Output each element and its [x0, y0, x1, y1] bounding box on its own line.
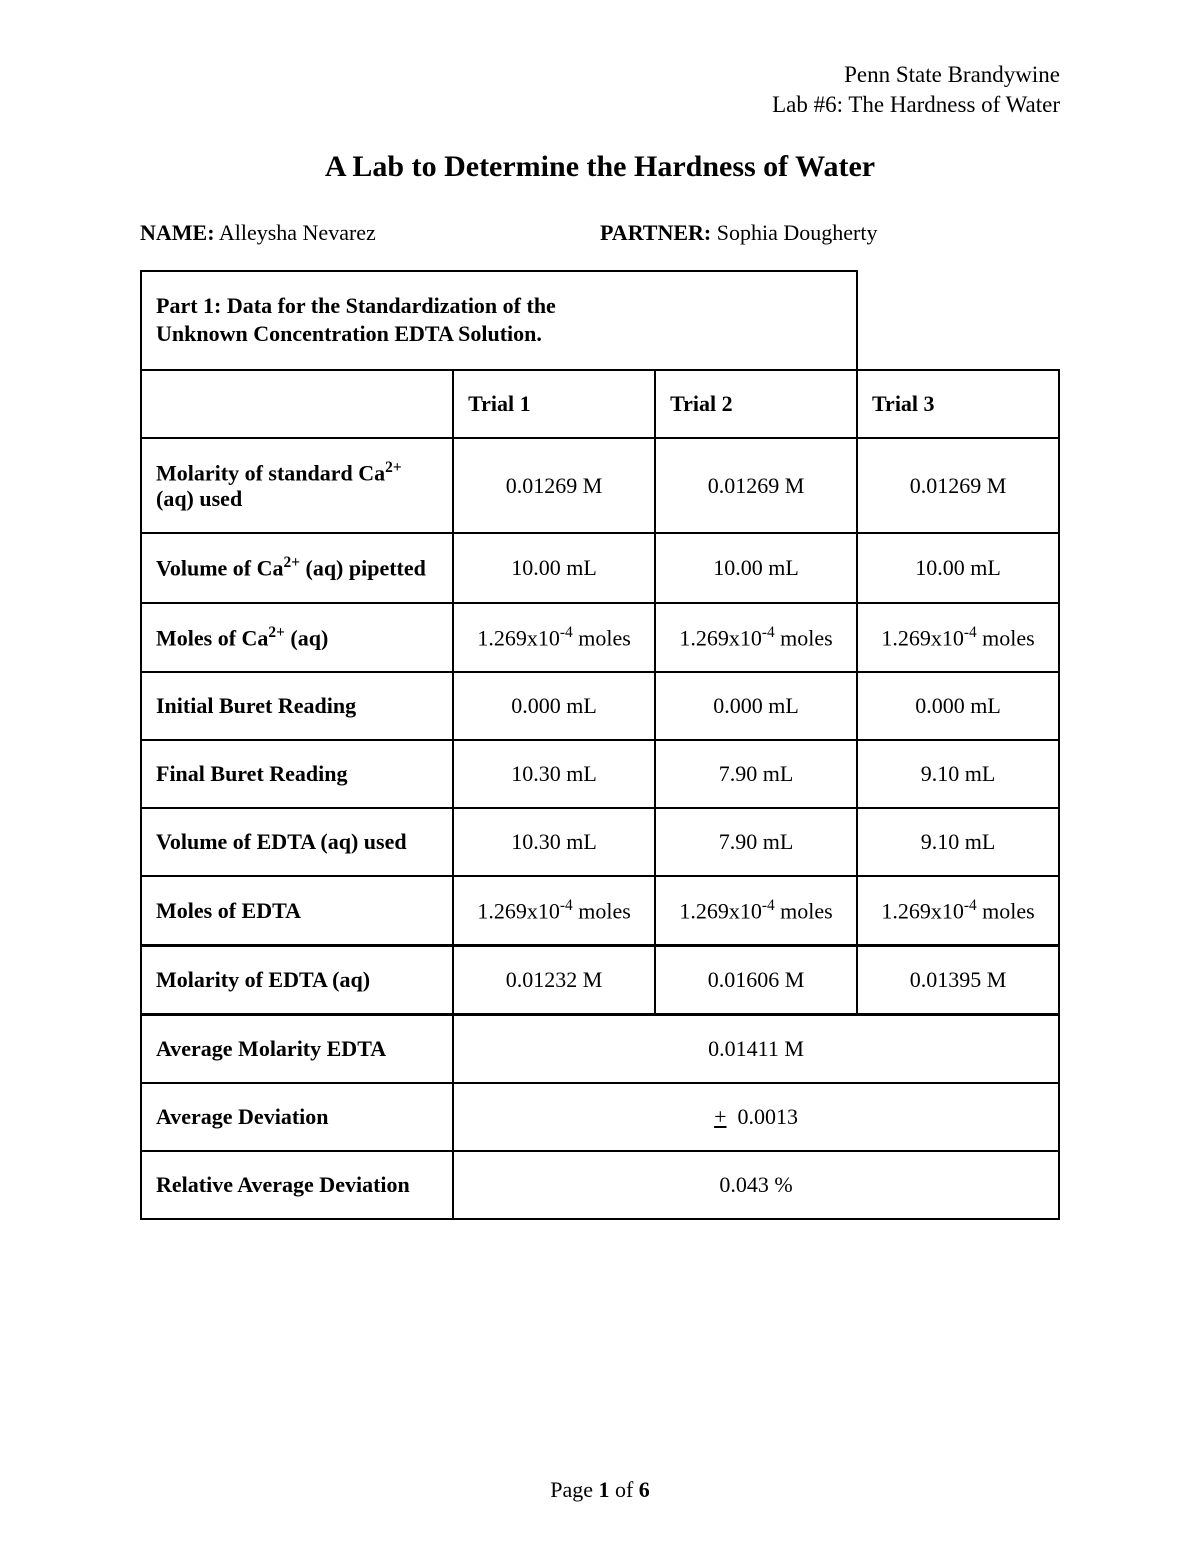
- row-label: Molarity of standard Ca2+(aq) used: [141, 438, 453, 533]
- data-cell: 0.01395 M: [857, 946, 1059, 1015]
- data-cell: 1.269x10-4 moles: [453, 603, 655, 672]
- lab-line: Lab #6: The Hardness of Water: [140, 90, 1060, 120]
- trial-2-header: Trial 2: [655, 370, 857, 438]
- partner-value-text: Sophia Dougherty: [717, 220, 878, 245]
- summary-value: + 0.0013: [453, 1083, 1059, 1151]
- table-row: Volume of EDTA (aq) used10.30 mL7.90 mL9…: [141, 808, 1059, 876]
- data-table: Part 1: Data for the Standardization of …: [140, 270, 1060, 1221]
- table-row: Molarity of EDTA (aq)0.01232 M0.01606 M0…: [141, 946, 1059, 1015]
- data-cell: 1.269x10-4 moles: [453, 876, 655, 946]
- page-footer: Page 1 of 6: [0, 1477, 1200, 1503]
- name-label: NAME:: [140, 220, 215, 245]
- data-cell: 0.000 mL: [857, 672, 1059, 740]
- summary-value: 0.01411 M: [453, 1015, 1059, 1084]
- partner-label: PARTNER:: [600, 220, 711, 245]
- partner-column: PARTNER: Sophia Dougherty: [600, 220, 1060, 246]
- summary-label: Average Molarity EDTA: [141, 1015, 453, 1084]
- data-cell: 0.01269 M: [857, 438, 1059, 533]
- table-row: Initial Buret Reading0.000 mL0.000 mL0.0…: [141, 672, 1059, 740]
- data-cell: 9.10 mL: [857, 740, 1059, 808]
- section-title-empty: [857, 271, 1059, 370]
- table-row: Final Buret Reading10.30 mL7.90 mL9.10 m…: [141, 740, 1059, 808]
- data-cell: 0.01606 M: [655, 946, 857, 1015]
- summary-row: Average Deviation+ 0.0013: [141, 1083, 1059, 1151]
- blank-header-cell: [141, 370, 453, 438]
- footer-current-page: 1: [598, 1477, 609, 1502]
- data-cell: 10.00 mL: [453, 533, 655, 602]
- page: Penn State Brandywine Lab #6: The Hardne…: [0, 0, 1200, 1553]
- table-row: Moles of Ca2+ (aq)1.269x10-4 moles1.269x…: [141, 603, 1059, 672]
- summary-row: Relative Average Deviation0.043 %: [141, 1151, 1059, 1219]
- name-column: NAME: Alleysha Nevarez: [140, 220, 600, 246]
- section-title-cell: Part 1: Data for the Standardization of …: [141, 271, 857, 370]
- summary-label: Average Deviation: [141, 1083, 453, 1151]
- data-cell: 1.269x10-4 moles: [655, 876, 857, 946]
- data-cell: 9.10 mL: [857, 808, 1059, 876]
- data-cell: 1.269x10-4 moles: [857, 603, 1059, 672]
- section-title-row: Part 1: Data for the Standardization of …: [141, 271, 1059, 370]
- data-cell: 0.000 mL: [453, 672, 655, 740]
- footer-total-pages: 6: [639, 1477, 650, 1502]
- table-row: Volume of Ca2+ (aq) pipetted10.00 mL10.0…: [141, 533, 1059, 602]
- summary-value: 0.043 %: [453, 1151, 1059, 1219]
- document-title: A Lab to Determine the Hardness of Water: [140, 150, 1060, 184]
- page-header: Penn State Brandywine Lab #6: The Hardne…: [140, 60, 1060, 120]
- row-label: Initial Buret Reading: [141, 672, 453, 740]
- table-row: Molarity of standard Ca2+(aq) used0.0126…: [141, 438, 1059, 533]
- data-cell: 7.90 mL: [655, 740, 857, 808]
- data-cell: 10.30 mL: [453, 808, 655, 876]
- data-cell: 0.01232 M: [453, 946, 655, 1015]
- row-label: Volume of EDTA (aq) used: [141, 808, 453, 876]
- table-body: Part 1: Data for the Standardization of …: [141, 271, 1059, 1220]
- footer-prefix: Page: [550, 1477, 598, 1502]
- name-value-text: Alleysha Nevarez: [219, 220, 376, 245]
- trial-3-header: Trial 3: [857, 370, 1059, 438]
- section-title-line-2: Unknown Concentration EDTA Solution.: [156, 321, 542, 346]
- data-cell: 1.269x10-4 moles: [857, 876, 1059, 946]
- data-cell: 0.01269 M: [453, 438, 655, 533]
- data-cell: 0.000 mL: [655, 672, 857, 740]
- section-title-line-1: Part 1: Data for the Standardization of …: [156, 293, 556, 318]
- table-row: Moles of EDTA1.269x10-4 moles1.269x10-4 …: [141, 876, 1059, 946]
- row-label: Moles of Ca2+ (aq): [141, 603, 453, 672]
- summary-row: Average Molarity EDTA0.01411 M: [141, 1015, 1059, 1084]
- identity-row: NAME: Alleysha Nevarez PARTNER: Sophia D…: [140, 220, 1060, 246]
- data-cell: 10.30 mL: [453, 740, 655, 808]
- data-cell: 10.00 mL: [655, 533, 857, 602]
- data-cell: 0.01269 M: [655, 438, 857, 533]
- row-label: Final Buret Reading: [141, 740, 453, 808]
- summary-label: Relative Average Deviation: [141, 1151, 453, 1219]
- data-cell: 7.90 mL: [655, 808, 857, 876]
- trial-1-header: Trial 1: [453, 370, 655, 438]
- institution-line: Penn State Brandywine: [140, 60, 1060, 90]
- row-label: Volume of Ca2+ (aq) pipetted: [141, 533, 453, 602]
- data-cell: 10.00 mL: [857, 533, 1059, 602]
- data-cell: 1.269x10-4 moles: [655, 603, 857, 672]
- row-label: Molarity of EDTA (aq): [141, 946, 453, 1015]
- row-label: Moles of EDTA: [141, 876, 453, 946]
- footer-of: of: [609, 1477, 638, 1502]
- trial-header-row: Trial 1 Trial 2 Trial 3: [141, 370, 1059, 438]
